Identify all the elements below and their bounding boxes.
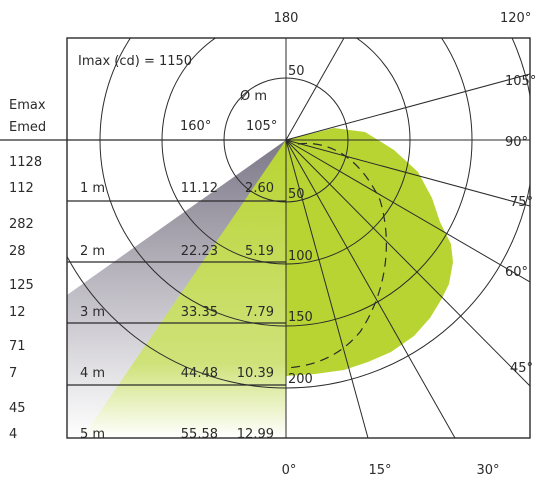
table-row: 45 4 5 m 55.58 12.99 [9,401,274,442]
polar-bottom-label: 30° [476,463,499,478]
row-emax: 1128 [9,155,42,170]
emed-header: Emed [9,120,46,135]
col-160-header: 160° [180,119,211,134]
imax-label: Imax (cd) = 1150 [78,54,192,69]
row-distance: 2 m [80,244,105,259]
radial-label: 50 [288,187,305,202]
row-diameter-160: 55.58 [181,427,218,442]
row-diameter-160: 33.35 [181,305,218,320]
polar-angle-label: 75° [510,195,533,210]
row-emax: 282 [9,217,34,232]
polar-top-label: 180 [274,11,299,26]
row-emed: 12 [9,305,26,320]
diagram-frame [66,37,531,439]
row-diameter-105: 2.60 [245,181,274,196]
row-diameter-160: 22.23 [181,244,218,259]
table-row: 1128 112 1 m 11.12 2.60 [9,155,274,196]
beam-105-cone [82,140,286,438]
row-diameter-105: 7.79 [245,305,274,320]
light-distribution-lobe [286,128,453,376]
row-distance: 1 m [80,181,105,196]
row-emax: 45 [9,401,26,416]
table-row: 282 28 2 m 22.23 5.19 [9,217,274,259]
polar-angle-label: 120° [500,11,531,26]
table-row: 125 12 3 m 33.35 7.79 [9,278,274,320]
table-row: 71 7 4 m 44.48 10.39 [9,339,274,381]
row-emed: 7 [9,366,17,381]
row-diameter-105: 5.19 [245,244,274,259]
row-distance: 4 m [80,366,105,381]
polar-bottom-label: 15° [368,463,391,478]
radial-label: 50 [288,64,305,79]
row-distance: 5 m [80,427,105,442]
row-emed: 112 [9,181,34,196]
row-emed: 28 [9,244,26,259]
row-emed: 4 [9,427,17,442]
polar-rays [285,38,530,438]
polar-angle-label: 105° [505,74,536,89]
row-diameter-160: 44.48 [181,366,218,381]
row-diameter-105: 12.99 [237,427,274,442]
row-distance: 3 m [80,305,105,320]
polar-angle-label: 90° [505,135,528,150]
col-105-header: 105° [246,119,277,134]
radial-label: 200 [288,372,313,387]
radial-label: 150 [288,310,313,325]
table-grid [0,139,286,386]
row-diameter-105: 10.39 [237,366,274,381]
secondary-distribution-curve [285,142,387,369]
radial-label: 100 [288,249,313,264]
emax-header: Emax [9,98,46,113]
polar-bottom-label: 0° [282,463,297,478]
polar-angle-label: 45° [510,361,533,376]
polar-angle-label: 60° [505,265,528,280]
row-emax: 125 [9,278,34,293]
diameter-label: Ø m [240,89,267,104]
row-diameter-160: 11.12 [181,181,218,196]
row-emax: 71 [9,339,26,354]
